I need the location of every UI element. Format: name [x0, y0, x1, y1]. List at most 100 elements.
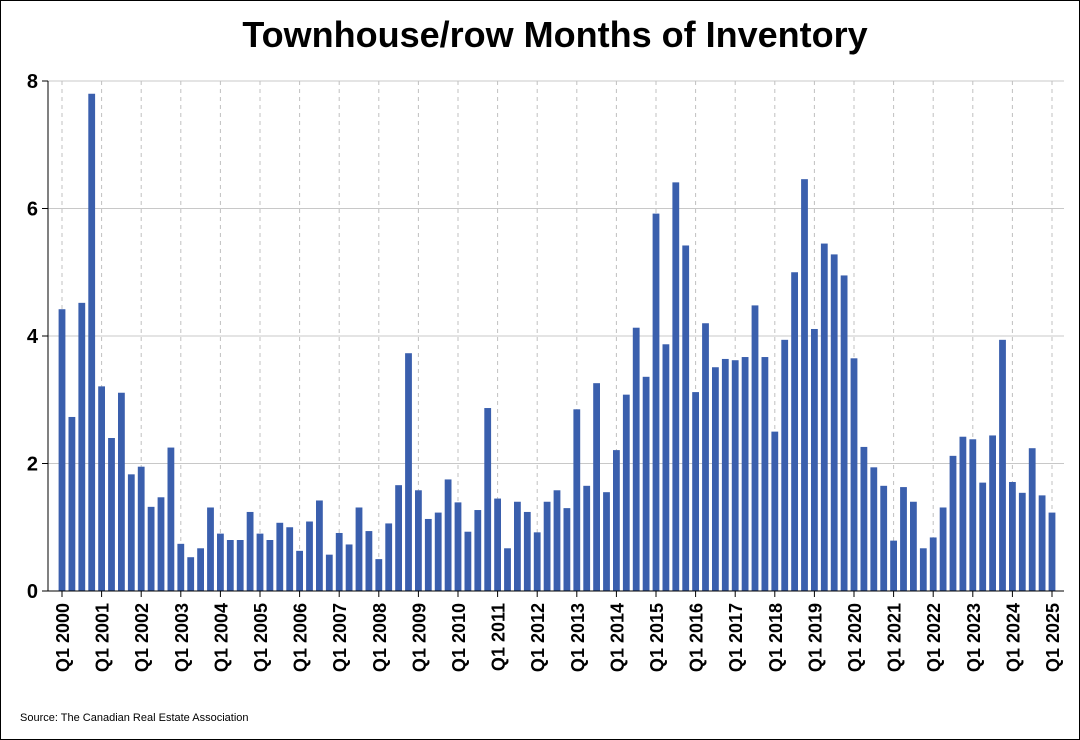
bar [1028, 448, 1036, 591]
bar [415, 490, 422, 591]
bar [761, 357, 769, 591]
bar [910, 501, 917, 591]
x-tick-label: Q1 2005 [251, 603, 271, 672]
y-tick-label: 6 [27, 199, 38, 221]
bar [514, 501, 521, 591]
bar [929, 537, 937, 591]
y-tick-label: 4 [27, 326, 39, 348]
x-tick-label: Q1 2002 [132, 603, 152, 672]
x-tick-label: Q1 2018 [766, 603, 786, 672]
bar [811, 328, 818, 591]
bar [741, 357, 749, 591]
bar [187, 557, 195, 591]
bar [593, 383, 600, 591]
x-tick-label: Q1 2015 [647, 603, 667, 672]
bar [830, 254, 838, 591]
bar [771, 431, 779, 591]
x-tick-label: Q1 2012 [528, 603, 548, 672]
bar [682, 245, 690, 591]
bar [622, 394, 630, 591]
bar [712, 367, 719, 591]
bar [1009, 481, 1016, 591]
x-tick-label: Q1 2023 [964, 603, 984, 672]
bar [880, 485, 888, 591]
bar [306, 521, 313, 591]
bar [405, 353, 412, 591]
x-tick-label: Q1 2004 [211, 603, 231, 672]
bar [721, 358, 729, 591]
bar [444, 479, 452, 591]
bar [207, 507, 214, 591]
x-tick-label: Q1 2014 [607, 603, 627, 672]
bar [147, 506, 155, 591]
bar [68, 416, 76, 591]
x-tick-label: Q1 2017 [726, 603, 746, 672]
bar [325, 554, 333, 591]
x-tick-label: Q1 2001 [93, 603, 113, 672]
bar [563, 508, 571, 591]
bar [603, 492, 610, 591]
bar [365, 531, 373, 591]
bar [355, 507, 363, 591]
bar [98, 386, 105, 591]
bar [217, 533, 224, 591]
bar [801, 179, 808, 592]
bar [870, 467, 878, 591]
bar [127, 474, 135, 591]
bar [504, 548, 511, 591]
x-tick-label: Q1 2016 [687, 603, 707, 672]
x-tick-label: Q1 2022 [924, 603, 944, 672]
bar [385, 523, 393, 591]
bar [751, 305, 759, 591]
bar [662, 344, 670, 591]
x-tick-label: Q1 2025 [1043, 603, 1063, 672]
bar [969, 439, 977, 591]
bar [434, 512, 442, 591]
bar [118, 392, 125, 591]
x-tick-label: Q1 2009 [409, 603, 429, 672]
bar [533, 532, 541, 591]
x-tick-label: Q1 2020 [845, 603, 865, 672]
bar [256, 533, 264, 591]
y-tick-label: 8 [27, 71, 38, 93]
bar [672, 182, 680, 592]
chart-title: Townhouse/row Months of Inventory [242, 14, 868, 55]
bar [613, 450, 620, 591]
bar [731, 360, 739, 591]
bar [58, 309, 66, 591]
bar [1048, 512, 1056, 591]
bar [236, 540, 244, 591]
bar [276, 522, 284, 591]
bar [78, 302, 86, 591]
bar [850, 358, 858, 591]
bar [543, 501, 551, 591]
x-tick-label: Q1 2019 [805, 603, 825, 672]
bar [583, 485, 591, 591]
bar [266, 540, 274, 591]
bar [919, 548, 927, 591]
bar [424, 518, 432, 591]
bar [860, 446, 868, 591]
bar [702, 323, 709, 591]
bar [167, 447, 175, 591]
bar [296, 550, 303, 591]
bar [840, 275, 848, 591]
bar [573, 409, 581, 591]
bar [1018, 492, 1026, 591]
bar [286, 527, 294, 591]
bar [464, 531, 472, 591]
bar [197, 548, 204, 591]
x-tick-label: Q1 2013 [568, 603, 588, 672]
bar [553, 490, 561, 591]
x-tick-label: Q1 2008 [370, 603, 390, 672]
x-tick-label: Q1 2006 [291, 603, 311, 672]
bar [88, 93, 96, 591]
bar [395, 485, 402, 591]
source-note: Source: The Canadian Real Estate Associa… [20, 712, 249, 724]
bar [157, 497, 165, 591]
bar [335, 532, 343, 591]
bar [939, 507, 947, 591]
bar [246, 511, 254, 591]
x-tick-label: Q1 2000 [53, 603, 73, 672]
